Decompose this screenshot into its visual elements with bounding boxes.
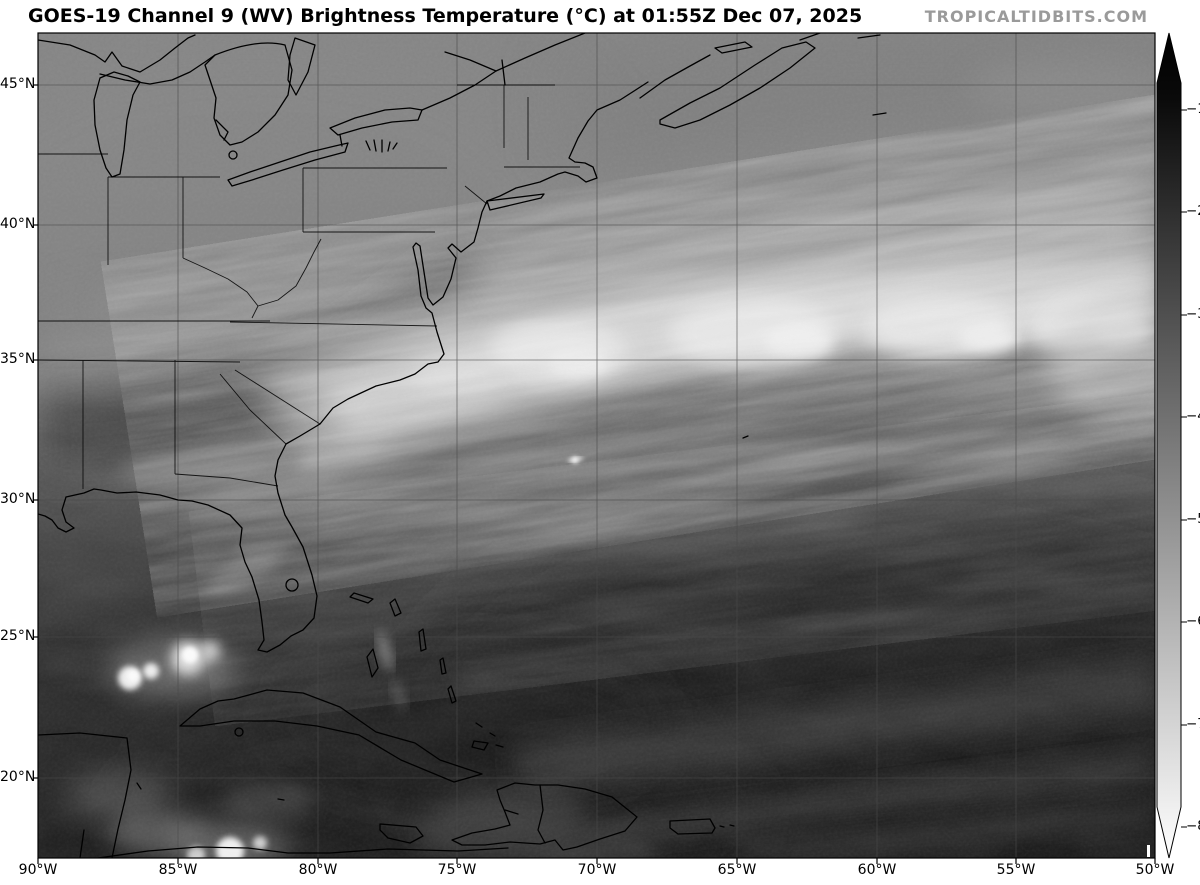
cb-label-30: −30 bbox=[1186, 306, 1200, 322]
lat-label-35n: 35°N bbox=[0, 351, 36, 367]
lon-label-90w: 90°W bbox=[18, 862, 58, 878]
cb-label-50: −50 bbox=[1186, 511, 1200, 527]
cb-label-40: −40 bbox=[1186, 408, 1200, 424]
colorbar-ticks bbox=[1181, 109, 1187, 828]
cb-label-60: −60 bbox=[1186, 613, 1200, 629]
coastlines bbox=[38, 33, 887, 858]
page-title: GOES-19 Channel 9 (WV) Brightness Temper… bbox=[28, 5, 863, 27]
lat-label-30n: 30°N bbox=[0, 491, 36, 507]
cb-label-70: −70 bbox=[1186, 716, 1200, 732]
lat-label-25n: 25°N bbox=[0, 628, 36, 644]
lat-label-20n: 20°N bbox=[0, 769, 36, 785]
lon-label-70w: 70°W bbox=[577, 862, 617, 878]
axis-ticks bbox=[33, 84, 1156, 864]
lon-label-80w: 80°W bbox=[298, 862, 338, 878]
lat-label-40n: 40°N bbox=[0, 216, 36, 232]
lon-label-75w: 75°W bbox=[437, 862, 477, 878]
satellite-map-image bbox=[33, 32, 1156, 864]
lon-label-85w: 85°W bbox=[158, 862, 198, 878]
graticule-grid bbox=[38, 33, 1155, 858]
lon-label-65w: 65°W bbox=[717, 862, 757, 878]
water-vapor-imagery bbox=[38, 33, 1155, 858]
colorbar-gradient-bar bbox=[1156, 32, 1182, 859]
lat-label-45n: 45°N bbox=[0, 76, 36, 92]
tropicaltidbits-watermark: TROPICALTIDBITS.COM bbox=[924, 7, 1148, 26]
cb-label-80: −80 bbox=[1186, 818, 1200, 834]
corner-mark bbox=[1147, 845, 1150, 857]
cb-label-10: −10 bbox=[1186, 101, 1200, 117]
cb-label-20: −20 bbox=[1186, 203, 1200, 219]
state-borders bbox=[38, 84, 580, 489]
lon-label-50w: 50°W bbox=[1135, 862, 1175, 878]
lon-label-60w: 60°W bbox=[857, 862, 897, 878]
lon-label-55w: 55°W bbox=[996, 862, 1036, 878]
temperature-colorbar bbox=[1156, 32, 1187, 859]
